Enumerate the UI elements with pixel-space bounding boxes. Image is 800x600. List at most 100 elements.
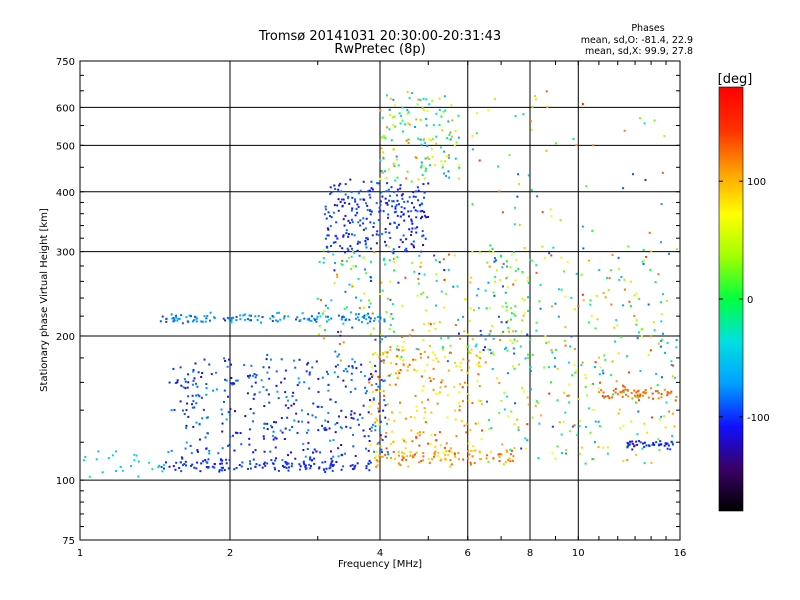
scatter-point xyxy=(529,388,532,391)
scatter-point xyxy=(246,392,249,395)
scatter-point xyxy=(344,251,347,254)
scatter-point xyxy=(557,315,560,318)
scatter-point xyxy=(349,426,352,429)
scatter-point xyxy=(249,407,252,410)
scatter-point xyxy=(439,146,442,149)
scatter-point xyxy=(180,384,183,387)
scatter-point xyxy=(386,456,389,459)
scatter-point xyxy=(317,377,320,380)
scatter-point xyxy=(267,393,270,396)
scatter-point xyxy=(509,266,512,269)
scatter-point xyxy=(551,305,554,308)
scatter-point xyxy=(594,420,597,423)
scatter-point xyxy=(313,317,316,320)
scatter-point xyxy=(643,422,646,425)
scatter-point xyxy=(337,375,340,378)
scatter-point xyxy=(319,451,322,454)
scatter-point xyxy=(262,435,265,438)
scatter-point xyxy=(421,389,424,392)
scatter-point xyxy=(506,319,509,322)
scatter-point xyxy=(570,335,573,338)
scatter-point xyxy=(417,199,420,202)
scatter-point xyxy=(560,452,563,455)
scatter-point xyxy=(629,305,632,308)
scatter-point xyxy=(325,217,328,220)
scatter-point xyxy=(503,408,506,411)
scatter-point xyxy=(331,469,334,472)
scatter-point xyxy=(401,438,404,441)
scatter-point xyxy=(355,367,358,370)
scatter-point xyxy=(347,197,350,200)
scatter-point xyxy=(590,383,593,386)
scatter-point xyxy=(324,315,327,318)
scatter-point xyxy=(196,385,199,388)
scatter-point xyxy=(381,455,384,458)
scatter-point xyxy=(280,381,283,384)
scatter-point xyxy=(418,272,421,275)
scatter-point xyxy=(277,469,280,472)
scatter-point xyxy=(252,451,255,454)
scatter-point xyxy=(423,214,426,217)
scatter-point xyxy=(344,385,347,388)
scatter-point xyxy=(598,391,601,394)
scatter-point xyxy=(443,150,446,153)
scatter-point xyxy=(239,432,242,435)
scatter-point xyxy=(441,347,444,350)
scatter-point xyxy=(422,196,425,199)
scatter-point xyxy=(638,297,641,300)
scatter-point xyxy=(387,418,390,421)
scatter-point xyxy=(316,315,319,318)
scatter-point xyxy=(611,253,614,256)
scatter-point xyxy=(524,357,527,360)
scatter-point xyxy=(213,466,216,469)
scatter-point xyxy=(410,180,413,183)
scatter-point xyxy=(618,408,621,411)
scatter-point xyxy=(615,380,618,383)
scatter-point xyxy=(529,369,532,372)
scatter-point xyxy=(297,420,300,423)
scatter-point xyxy=(308,373,311,376)
scatter-point xyxy=(401,193,404,196)
scatter-point xyxy=(320,424,323,427)
scatter-point xyxy=(187,320,190,323)
scatter-point xyxy=(205,447,208,450)
scatter-point xyxy=(262,437,265,440)
scatter-point xyxy=(659,443,662,446)
scatter-point xyxy=(252,412,255,415)
scatter-point xyxy=(258,391,261,394)
scatter-point xyxy=(669,448,672,451)
scatter-point xyxy=(510,253,513,256)
scatter-point xyxy=(634,395,637,398)
scatter-point xyxy=(476,294,479,297)
scatter-point xyxy=(336,363,339,366)
scatter-point xyxy=(303,381,306,384)
scatter-point xyxy=(340,443,343,446)
scatter-point xyxy=(228,358,231,361)
scatter-point xyxy=(545,90,548,93)
scatter-point xyxy=(430,148,433,151)
scatter-point xyxy=(456,285,459,288)
scatter-point xyxy=(315,360,318,363)
scatter-point xyxy=(384,170,387,173)
scatter-point xyxy=(217,452,220,455)
scatter-point xyxy=(195,382,198,385)
scatter-point xyxy=(675,346,678,349)
scatter-point xyxy=(284,391,287,394)
scatter-point xyxy=(379,437,382,440)
scatter-point xyxy=(430,434,433,437)
scatter-point xyxy=(385,310,388,313)
scatter-point xyxy=(206,416,209,419)
scatter-point xyxy=(656,390,659,393)
scatter-point xyxy=(622,304,625,307)
scatter-point xyxy=(348,221,351,224)
scatter-point xyxy=(371,390,374,393)
scatter-point xyxy=(198,438,201,441)
scatter-point xyxy=(581,293,584,296)
scatter-point xyxy=(459,383,462,386)
scatter-point xyxy=(453,386,456,389)
scatter-point xyxy=(601,369,604,372)
scatter-point xyxy=(605,276,608,279)
scatter-point xyxy=(424,141,427,144)
scatter-point xyxy=(313,448,316,451)
